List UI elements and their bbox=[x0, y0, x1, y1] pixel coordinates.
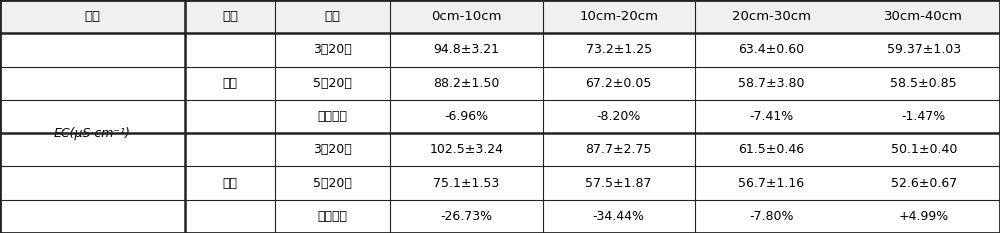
Text: 73.2±1.25: 73.2±1.25 bbox=[586, 43, 652, 56]
Text: 3月20日: 3月20日 bbox=[313, 43, 352, 56]
Text: 63.4±0.60: 63.4±0.60 bbox=[738, 43, 804, 56]
Text: 57.5±1.87: 57.5±1.87 bbox=[586, 177, 652, 190]
Text: EC(μS·cm⁻¹): EC(μS·cm⁻¹) bbox=[54, 127, 131, 140]
Text: 67.2±0.05: 67.2±0.05 bbox=[586, 77, 652, 90]
Text: 94.8±3.21: 94.8±3.21 bbox=[433, 43, 499, 56]
Text: 58.7±3.80: 58.7±3.80 bbox=[738, 77, 804, 90]
Text: 61.5±0.46: 61.5±0.46 bbox=[738, 143, 804, 156]
Text: -7.80%: -7.80% bbox=[749, 210, 794, 223]
Text: 50.1±0.40: 50.1±0.40 bbox=[891, 143, 957, 156]
Text: 时期: 时期 bbox=[324, 10, 340, 23]
Bar bbox=[847, 0, 1000, 33]
Text: 10cm-20cm: 10cm-20cm bbox=[579, 10, 658, 23]
Text: -7.41%: -7.41% bbox=[749, 110, 793, 123]
Bar bbox=[390, 0, 542, 33]
Bar bbox=[542, 0, 695, 33]
Bar bbox=[275, 0, 390, 33]
Text: 58.5±0.85: 58.5±0.85 bbox=[890, 77, 957, 90]
Bar bbox=[0, 0, 185, 33]
Text: 88.2±1.50: 88.2±1.50 bbox=[433, 77, 499, 90]
Text: 变化幅度: 变化幅度 bbox=[318, 110, 348, 123]
Text: +4.99%: +4.99% bbox=[899, 210, 949, 223]
Text: 87.7±2.75: 87.7±2.75 bbox=[586, 143, 652, 156]
Text: 0cm-10cm: 0cm-10cm bbox=[431, 10, 502, 23]
Text: 75.1±1.53: 75.1±1.53 bbox=[433, 177, 499, 190]
Text: 30cm-40cm: 30cm-40cm bbox=[884, 10, 963, 23]
Text: 20cm-30cm: 20cm-30cm bbox=[732, 10, 811, 23]
Text: 湿润: 湿润 bbox=[222, 177, 238, 190]
Text: 淡水: 淡水 bbox=[222, 77, 238, 90]
Text: -34.44%: -34.44% bbox=[593, 210, 645, 223]
Text: -6.96%: -6.96% bbox=[444, 110, 488, 123]
Text: 102.5±3.24: 102.5±3.24 bbox=[429, 143, 503, 156]
Text: -1.47%: -1.47% bbox=[902, 110, 946, 123]
Text: 处理: 处理 bbox=[222, 10, 238, 23]
Text: 56.7±1.16: 56.7±1.16 bbox=[738, 177, 804, 190]
Text: 5月20日: 5月20日 bbox=[313, 77, 352, 90]
Text: -26.73%: -26.73% bbox=[440, 210, 492, 223]
Text: 52.6±0.67: 52.6±0.67 bbox=[891, 177, 957, 190]
Bar bbox=[185, 0, 275, 33]
Text: 3月20日: 3月20日 bbox=[313, 143, 352, 156]
Text: 5月20日: 5月20日 bbox=[313, 177, 352, 190]
Text: -8.20%: -8.20% bbox=[597, 110, 641, 123]
Text: 59.37±1.03: 59.37±1.03 bbox=[887, 43, 961, 56]
Text: 变化幅度: 变化幅度 bbox=[318, 210, 348, 223]
Text: 指标: 指标 bbox=[84, 10, 100, 23]
Bar bbox=[695, 0, 848, 33]
